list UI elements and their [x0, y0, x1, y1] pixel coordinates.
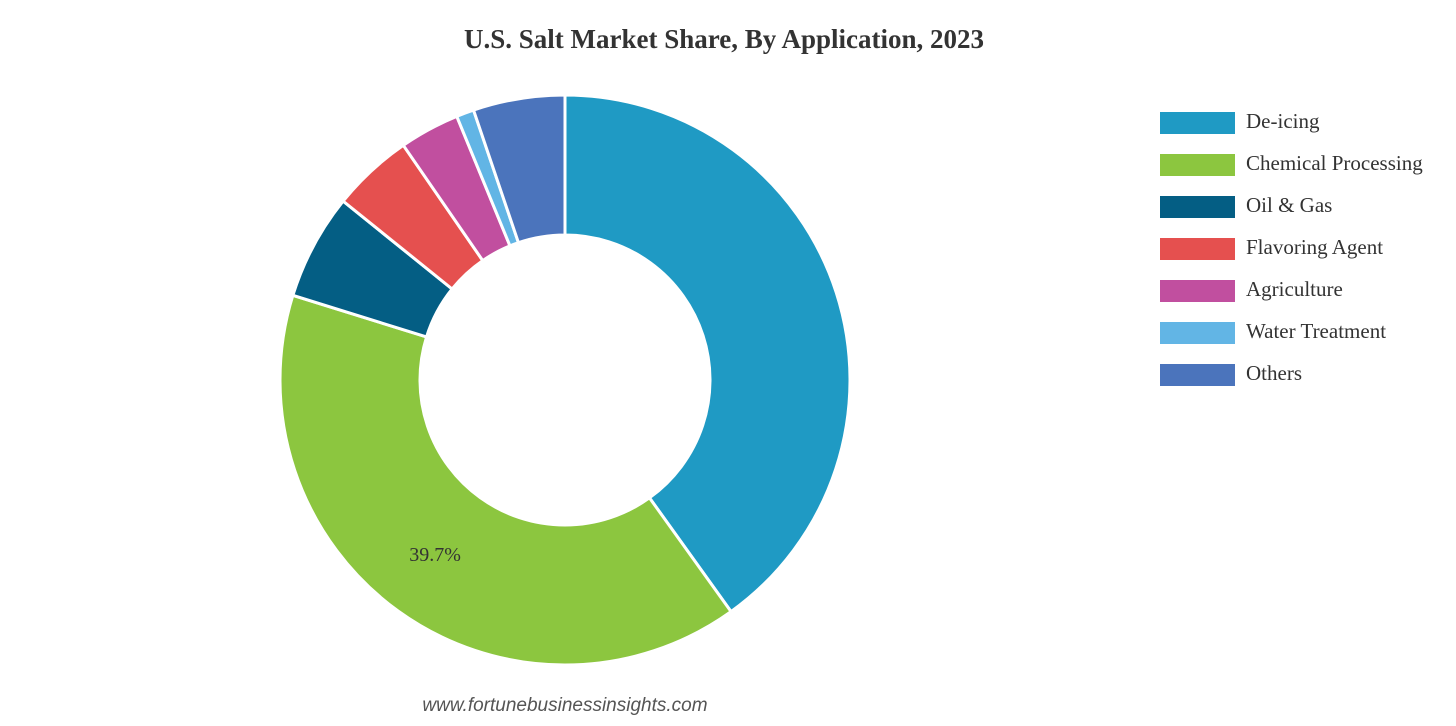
donut-slice: [563, 93, 852, 614]
legend-label: Water Treatment: [1246, 319, 1386, 343]
legend-label: Agriculture: [1246, 277, 1343, 301]
legend-label: Others: [1246, 361, 1302, 385]
legend-label: De-icing: [1246, 109, 1320, 133]
donut-slice: [471, 93, 567, 245]
legend-label: Chemical Processing: [1246, 151, 1423, 175]
donut-slice: [278, 293, 734, 667]
legend-label: Oil & Gas: [1246, 193, 1332, 217]
legend-label: Flavoring Agent: [1246, 235, 1383, 259]
legend-swatch: [1160, 112, 1235, 134]
legend-swatch: [1160, 280, 1235, 302]
legend-swatch: [1160, 196, 1235, 218]
data-label: 39.7%: [409, 544, 461, 566]
legend-swatch: [1160, 238, 1235, 260]
legend-swatch: [1160, 154, 1235, 176]
source: www.fortunebusinessinsights.com: [422, 695, 707, 716]
chart-title: U.S. Salt Market Share, By Application, …: [464, 24, 984, 54]
legend-swatch: [1160, 364, 1235, 386]
legend-swatch: [1160, 322, 1235, 344]
